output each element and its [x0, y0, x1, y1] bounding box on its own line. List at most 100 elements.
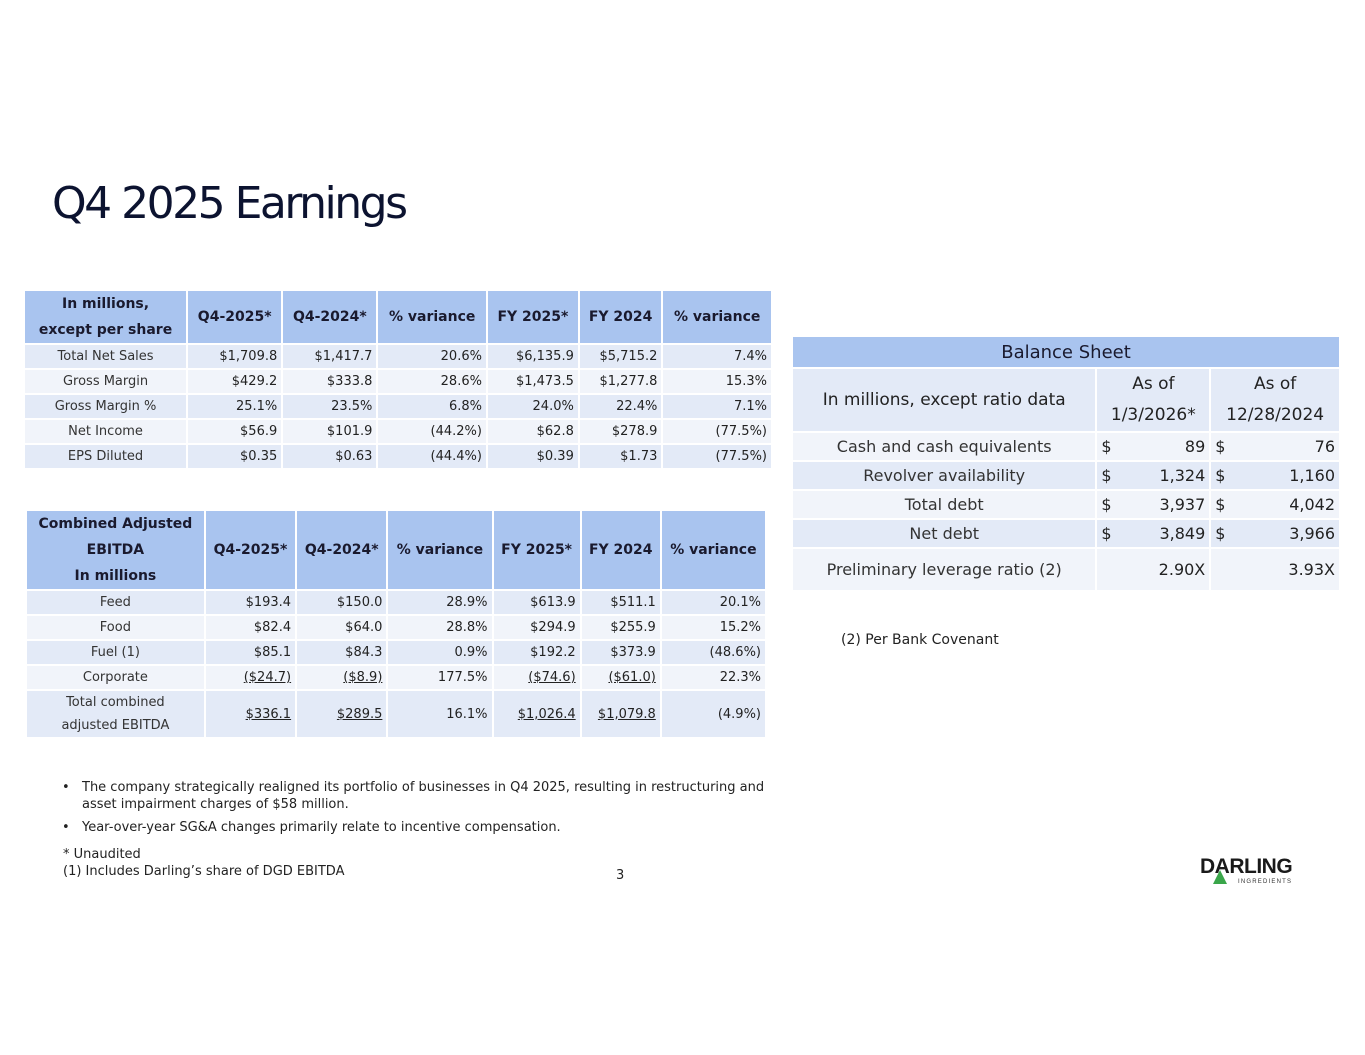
table-row: Feed $193.4 $150.0 28.9% $613.9 $511.1 20.1%: [27, 591, 765, 614]
table-cell: 22.3%: [661, 666, 765, 689]
table-cell: $613.9: [493, 591, 580, 614]
balance-value-2: $76: [1211, 433, 1339, 460]
table-cell: $333.8: [283, 370, 377, 393]
table-cell: $0.39: [487, 445, 578, 468]
row-label: EPS Diluted: [25, 445, 187, 468]
column-header: Q4-2024*: [297, 511, 387, 589]
table-cell: 22.4%: [579, 395, 662, 418]
table-cell: $101.9: [283, 420, 377, 443]
page-title: Q4 2025 Earnings: [52, 178, 408, 229]
table-cell: 24.0%: [487, 395, 578, 418]
balance-label: Preliminary leverage ratio (2): [793, 549, 1096, 590]
row-label: Feed: [27, 591, 204, 614]
balance-row: Net debt $3,849 $3,966: [793, 520, 1339, 547]
balance-value-1: $3,937: [1097, 491, 1210, 518]
table-cell: $150.0: [297, 591, 387, 614]
column-header: Q4-2024*: [283, 291, 377, 343]
table-cell: $255.9: [581, 616, 660, 639]
table-cell: (77.5%): [663, 420, 771, 443]
column-header: % variance: [663, 291, 771, 343]
footnote-dgd: (1) Includes Darling’s share of DGD EBIT…: [63, 864, 345, 879]
table-cell: $82.4: [205, 616, 296, 639]
column-header: Q4-2025*: [188, 291, 282, 343]
table-cell: $62.8: [487, 420, 578, 443]
balance-value-2: 3.93X: [1211, 549, 1339, 590]
table-cell: 177.5%: [388, 666, 492, 689]
column-header: Combined Adjusted EBITDA In millions: [27, 511, 204, 589]
balance-value-1: 2.90X: [1097, 549, 1210, 590]
table-cell: (44.4%): [378, 445, 486, 468]
column-header: % variance: [661, 511, 765, 589]
footnote-unaudited: * Unaudited: [63, 847, 141, 862]
column-header: Q4-2025*: [205, 511, 296, 589]
balance-sheet-title: Balance Sheet: [793, 337, 1339, 367]
table-cell: $5,715.2: [579, 345, 662, 368]
balance-row: Total debt $3,937 $4,042: [793, 491, 1339, 518]
balance-header-label: In millions, except ratio data: [793, 369, 1096, 431]
row-label: Net Income: [25, 420, 187, 443]
darling-logo: DARLING INGREDIENTS: [1200, 855, 1293, 885]
svg-text:INGREDIENTS: INGREDIENTS: [1238, 879, 1292, 885]
table-cell: 20.1%: [661, 591, 765, 614]
column-header: In millions, except per share: [25, 291, 187, 343]
table-cell: ($61.0): [581, 666, 660, 689]
row-label: Food: [27, 616, 204, 639]
table-cell: $6,135.9: [487, 345, 578, 368]
column-header: FY 2025*: [493, 511, 580, 589]
table-cell: (44.2%): [378, 420, 486, 443]
row-label: Total combined adjusted EBITDA: [27, 691, 204, 737]
table-cell: 15.2%: [661, 616, 765, 639]
table-cell: $193.4: [205, 591, 296, 614]
bullet-item: • The company strategically realigned its…: [62, 780, 765, 812]
table-cell: $289.5: [297, 691, 387, 737]
table-cell: $0.63: [283, 445, 377, 468]
table-cell: $1,473.5: [487, 370, 578, 393]
table-cell: 7.4%: [663, 345, 771, 368]
ebitda-table: Combined Adjusted EBITDA In millions Q4-2…: [25, 509, 767, 739]
table-cell: (4.9%): [661, 691, 765, 737]
table-cell: (48.6%): [661, 641, 765, 664]
balance-label: Total debt: [793, 491, 1096, 518]
table-cell: $1,277.8: [579, 370, 662, 393]
table-row: Total Net Sales $1,709.8 $1,417.7 20.6% $6,1…: [25, 345, 771, 368]
table-cell: $1,079.8: [581, 691, 660, 737]
table-cell: 20.6%: [378, 345, 486, 368]
covenant-note: (2) Per Bank Covenant: [841, 632, 999, 648]
row-label: Total Net Sales: [25, 345, 187, 368]
table-cell: $1,417.7: [283, 345, 377, 368]
table-row: Total combined adjusted EBITDA $336.1 $289…: [27, 691, 765, 737]
table-cell: $429.2: [188, 370, 282, 393]
column-header: % variance: [378, 291, 486, 343]
table-row: Food $82.4 $64.0 28.8% $294.9 $255.9 15.2%: [27, 616, 765, 639]
table-cell: $1.73: [579, 445, 662, 468]
table-cell: ($8.9): [297, 666, 387, 689]
table-cell: $192.2: [493, 641, 580, 664]
bullet-item: • Year-over-year SG&A changes primarily r…: [62, 820, 561, 835]
row-label: Corporate: [27, 666, 204, 689]
table-cell: ($24.7): [205, 666, 296, 689]
bullet-list: • The company strategically realigned its…: [62, 779, 772, 842]
balance-col1: As of 1/3/2026*: [1097, 369, 1210, 431]
table-cell: 28.9%: [388, 591, 492, 614]
table-cell: $1,026.4: [493, 691, 580, 737]
table-cell: $56.9: [188, 420, 282, 443]
balance-label: Revolver availability: [793, 462, 1096, 489]
row-label: Gross Margin: [25, 370, 187, 393]
table-row: Net Income $56.9 $101.9 (44.2%) $62.8 $278.9(…: [25, 420, 771, 443]
earnings-table: In millions, except per share Q4-2025* Q4-…: [23, 289, 773, 470]
table-cell: $336.1: [205, 691, 296, 737]
balance-value-2: $3,966: [1211, 520, 1339, 547]
table-cell: $278.9: [579, 420, 662, 443]
balance-value-1: $1,324: [1097, 462, 1210, 489]
table-cell: 25.1%: [188, 395, 282, 418]
row-label: Fuel (1): [27, 641, 204, 664]
table-row: Fuel (1) $85.1 $84.3 0.9% $192.2 $373.9 (48.6%…: [27, 641, 765, 664]
column-header: FY 2024: [581, 511, 660, 589]
table-cell: $0.35: [188, 445, 282, 468]
table-cell: $84.3: [297, 641, 387, 664]
balance-label: Net debt: [793, 520, 1096, 547]
svg-text:DARLING: DARLING: [1200, 855, 1292, 878]
table-cell: 28.6%: [378, 370, 486, 393]
table-row: Gross Margin $429.2 $333.8 28.6% $1,473.5 $1,…: [25, 370, 771, 393]
